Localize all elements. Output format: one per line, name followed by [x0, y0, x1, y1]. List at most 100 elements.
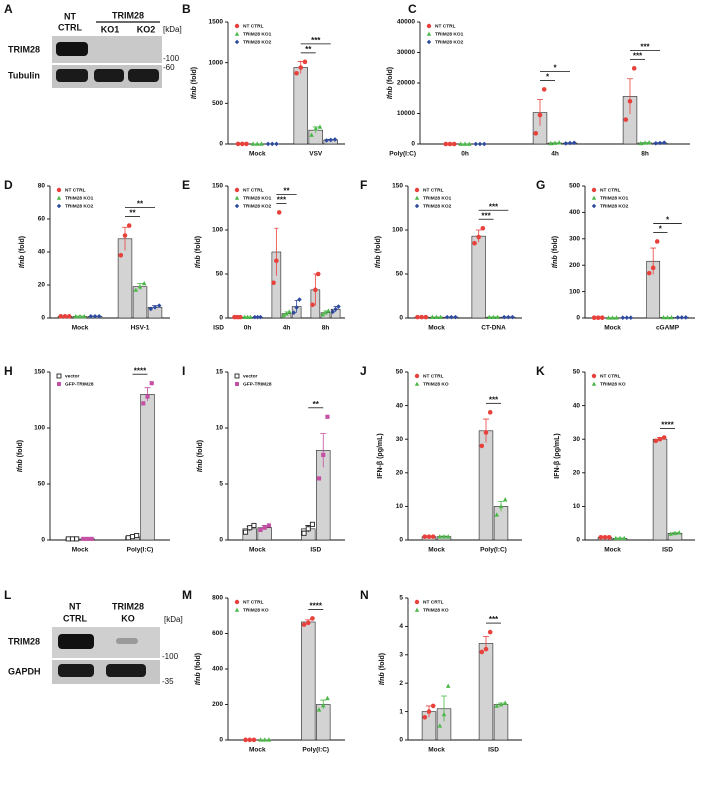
y-tick-label: 2 [399, 680, 403, 687]
data-point [323, 310, 328, 315]
y-tick-label: 0 [576, 537, 580, 544]
mw-marker: -60 [163, 63, 175, 72]
x-tick-label: CT-DNA [481, 325, 506, 332]
legend-marker [234, 373, 240, 379]
data-point [638, 140, 644, 146]
error-bar [144, 387, 151, 402]
y-axis-label: IFN-β (pg/mL) [377, 433, 384, 478]
y-tick-label: 0 [219, 737, 223, 744]
y-axis-label: Ifnb (fold) [191, 67, 198, 99]
data-point [243, 529, 249, 535]
data-point [89, 536, 94, 541]
data-point [328, 137, 334, 143]
data-point [498, 503, 504, 509]
data-point [133, 287, 139, 292]
y-tick-label: 20000 [397, 80, 415, 87]
y-axis-label: Ifnb (fold) [552, 236, 559, 268]
data-point [316, 476, 322, 481]
data-point [624, 315, 630, 321]
data-point [449, 314, 454, 320]
y-tick-label: 80 [38, 183, 46, 190]
x-tick-label: Poly(I:C) [127, 547, 154, 554]
x-tick-label: 4h [283, 325, 291, 332]
band [58, 634, 94, 649]
significance-label: * [553, 64, 557, 73]
significance-label: *** [633, 51, 643, 60]
data-point [481, 141, 487, 147]
data-point [317, 124, 323, 129]
x-prefix: Poly(I:C) [389, 151, 416, 158]
data-point [556, 140, 562, 145]
x-tick-label: Poly(I:C) [480, 547, 507, 554]
y-tick-label: 40000 [397, 19, 415, 26]
legend-marker [414, 373, 420, 379]
data-point [430, 703, 436, 709]
data-point [321, 452, 326, 457]
blot-l: L NT CTRL TRIM28 KO [kDa] TRIM28 GAPDH -… [4, 588, 183, 686]
band [128, 69, 159, 82]
legend-marker [234, 599, 240, 605]
legend-marker [414, 195, 420, 200]
data-point [269, 141, 275, 147]
data-point [657, 436, 663, 442]
y-tick-label: 20 [38, 282, 46, 289]
legend-marker [591, 381, 597, 386]
row-label: Tubulin [8, 70, 40, 80]
data-point [324, 138, 329, 143]
legend-marker [235, 382, 239, 386]
x-tick-label: ISD [310, 547, 321, 554]
x-tick-label: ISD [488, 747, 499, 754]
data-point [326, 308, 331, 313]
x-tick-label: 8h [641, 151, 649, 158]
significance-label: *** [489, 615, 499, 624]
data-point [415, 314, 420, 320]
data-point [271, 280, 276, 286]
data-point [239, 141, 245, 147]
significance-label: *** [311, 36, 321, 45]
panel-label: B [182, 2, 191, 16]
y-tick-label: 30 [396, 436, 404, 443]
data-point [252, 314, 258, 320]
data-point [248, 314, 253, 319]
legend-label: NT CRTL [423, 599, 444, 605]
legend-label: TRIM28 KO2 [600, 203, 629, 209]
legend-marker [56, 195, 62, 200]
y-tick-label: 40 [396, 402, 404, 409]
data-point [85, 536, 90, 541]
data-point [125, 535, 131, 541]
data-point [453, 314, 458, 320]
data-point [259, 141, 264, 146]
y-tick-label: 20 [396, 470, 404, 477]
legend-marker [56, 373, 62, 379]
band [56, 42, 88, 56]
data-point [491, 314, 496, 319]
data-point [291, 310, 297, 316]
bar-chart: E Ifnb (fold) 0 50 100 150 0h 4h 8h ISD NT CTRL TRI… [182, 178, 345, 332]
data-point [661, 140, 667, 145]
data-point [274, 141, 279, 147]
data-point [623, 117, 629, 122]
bar [293, 67, 308, 145]
panel-label: E [182, 178, 190, 192]
lane-label: NT [69, 601, 81, 611]
y-tick-label: 400 [212, 666, 223, 673]
y-axis-gene: Ifnb [195, 255, 202, 269]
data-point [297, 297, 302, 302]
bar-chart: D Ifnb (fold) 0 20 40 60 80 Mock HSV-1 NT CTRL TRI… [4, 178, 170, 332]
data-point [628, 315, 634, 321]
data-point [447, 141, 453, 147]
data-point [258, 527, 263, 532]
data-point [501, 314, 507, 320]
bar [652, 438, 668, 541]
band [116, 638, 138, 644]
bar [117, 238, 133, 319]
x-tick-label: 0h [461, 151, 469, 158]
data-point [458, 141, 464, 146]
data-point [614, 315, 619, 320]
y-tick-label: 100 [392, 227, 403, 234]
data-point [309, 132, 314, 137]
data-point [646, 139, 652, 145]
bar-chart: I Ifnb (fold) 0 5 10 15 Mock ISD vector GFP-TRIM2… [182, 364, 345, 554]
significance-label: ** [137, 200, 144, 209]
data-point [669, 314, 674, 320]
